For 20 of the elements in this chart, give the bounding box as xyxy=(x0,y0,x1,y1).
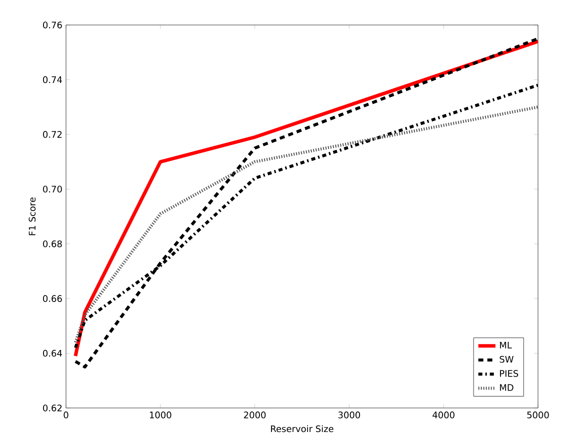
legend-label: ML xyxy=(500,342,512,348)
y-tick-label: 0.72 xyxy=(43,131,62,138)
y-tick-label: 0.66 xyxy=(43,295,62,302)
y-tick-label: 0.64 xyxy=(43,350,62,357)
x-tick-label: 5000 xyxy=(527,412,549,418)
legend-label: PIES xyxy=(500,370,518,377)
x-tick-label: 4000 xyxy=(432,412,454,418)
legend-label: SW xyxy=(500,356,514,363)
y-tick-label: 0.62 xyxy=(43,404,62,412)
x-tick-label: 0 xyxy=(64,412,68,418)
y-tick-label: 0.68 xyxy=(43,240,62,248)
x-tick-label: 3000 xyxy=(338,412,360,418)
y-tick-label: 0.76 xyxy=(43,22,62,28)
x-axis-title: Reservoir Size xyxy=(271,425,334,432)
x-tick-label: 1000 xyxy=(150,412,172,418)
x-tick-label: 2000 xyxy=(244,412,266,418)
y-tick-label: 0.70 xyxy=(43,186,62,193)
legend-label: MD xyxy=(500,384,514,391)
y-axis-title: F1 Score xyxy=(28,197,36,236)
y-tick-label: 0.74 xyxy=(43,76,62,84)
